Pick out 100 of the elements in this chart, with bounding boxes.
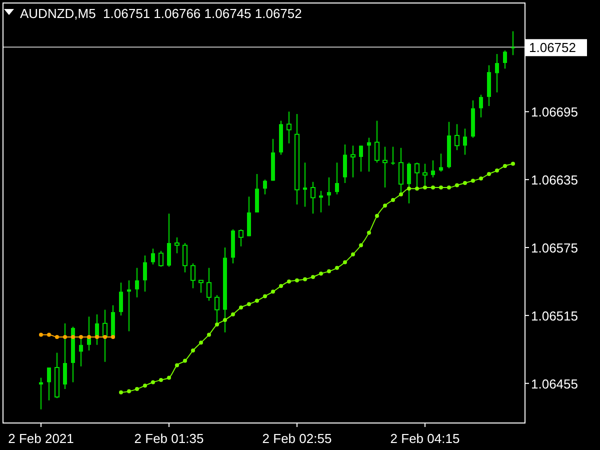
candlestick <box>343 144 347 184</box>
point <box>127 389 131 394</box>
candlestick <box>359 145 363 172</box>
x-tick-label: 2 Feb 01:35 <box>134 431 204 446</box>
point <box>175 363 179 368</box>
point <box>327 269 331 274</box>
point <box>319 272 323 276</box>
point <box>407 186 411 191</box>
point <box>351 252 355 256</box>
ref-line-label: 1.06752 <box>529 40 576 56</box>
point <box>71 334 75 339</box>
x-tick-label: 2 Feb 04:15 <box>390 431 460 446</box>
candlestick <box>335 162 339 195</box>
candlestick <box>255 173 259 213</box>
point <box>503 164 507 168</box>
point <box>183 358 187 363</box>
candlestick <box>79 336 83 367</box>
point <box>199 340 203 345</box>
point <box>215 322 219 327</box>
point <box>311 274 315 279</box>
point <box>431 186 435 190</box>
candlestick <box>439 153 443 172</box>
candlestick <box>303 162 307 208</box>
point <box>367 230 371 235</box>
candlestick <box>495 53 499 93</box>
candlestick <box>119 282 123 316</box>
point <box>223 318 227 322</box>
candlestick <box>431 160 435 178</box>
point <box>335 266 339 270</box>
point <box>479 176 483 180</box>
y-tick-label: 1.06695 <box>531 104 578 120</box>
point <box>415 186 419 191</box>
candlestick <box>454 124 460 151</box>
candlestick <box>238 228 244 247</box>
y-tick-label: 1.06515 <box>531 308 578 324</box>
candlestick <box>135 267 139 298</box>
candlestick <box>463 128 467 156</box>
candlestick <box>327 176 331 206</box>
y-tick-label: 1.06455 <box>531 376 578 392</box>
candlestick <box>190 262 196 289</box>
point <box>375 214 379 218</box>
point <box>119 390 123 394</box>
candlestick <box>167 213 171 268</box>
point <box>287 279 291 284</box>
point <box>263 294 267 298</box>
point <box>79 334 83 339</box>
point <box>495 168 499 173</box>
point <box>103 334 107 339</box>
y-tick-label: 1.06575 <box>531 240 578 256</box>
point <box>95 334 99 339</box>
candlestick <box>174 236 180 254</box>
point <box>471 178 475 183</box>
candlestick <box>350 145 356 178</box>
candlestick <box>374 120 380 164</box>
point <box>255 298 259 303</box>
point <box>439 186 443 190</box>
point <box>343 260 347 264</box>
candlestick <box>198 280 204 294</box>
point <box>239 306 243 310</box>
candlestick <box>247 196 251 237</box>
point <box>191 348 195 353</box>
point <box>63 334 67 339</box>
candlestick <box>310 181 316 214</box>
candlestick <box>182 242 188 273</box>
candlestick <box>511 30 515 56</box>
candlestick <box>47 367 51 401</box>
candlestick <box>263 179 267 195</box>
point <box>151 380 155 384</box>
point <box>447 186 451 190</box>
candlestick <box>367 137 371 172</box>
candlestick <box>503 50 507 70</box>
point <box>391 198 395 202</box>
candlestick <box>158 250 164 268</box>
point <box>167 376 171 380</box>
candlestick <box>286 111 292 144</box>
candlestick <box>479 94 483 118</box>
y-tick-label: 1.06635 <box>531 172 578 188</box>
point <box>111 334 115 339</box>
point <box>47 332 51 337</box>
candlestick <box>39 377 43 410</box>
point <box>271 290 275 294</box>
point <box>39 332 43 337</box>
point <box>143 384 147 388</box>
x-tick-label: 2 Feb 2021 <box>8 431 74 446</box>
chart-title: AUDNZD,M5 1.06751 1.06766 1.06745 1.06752 <box>20 6 302 21</box>
point <box>303 277 307 282</box>
point <box>463 181 467 185</box>
point <box>423 186 427 190</box>
candlestick <box>143 254 147 292</box>
point <box>295 278 299 282</box>
point <box>399 192 403 196</box>
point <box>55 334 59 339</box>
candlestick <box>382 146 388 188</box>
point <box>247 302 251 306</box>
x-tick-label: 2 Feb 02:55 <box>262 431 332 446</box>
point <box>207 332 211 337</box>
point <box>383 204 387 208</box>
point <box>487 172 491 176</box>
candlestick <box>391 146 395 166</box>
point <box>511 162 515 166</box>
